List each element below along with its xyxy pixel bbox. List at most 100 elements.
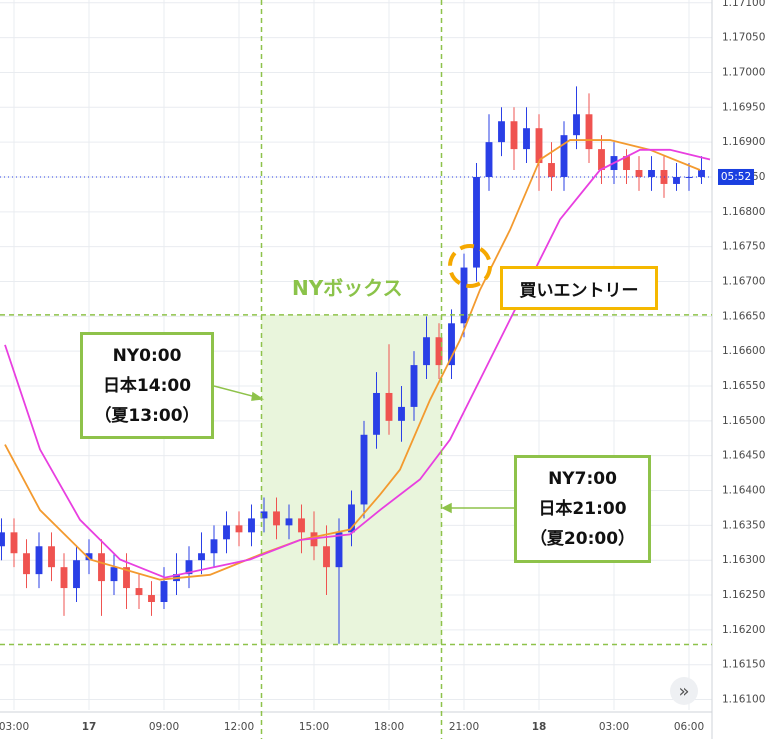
candle-body (423, 337, 430, 366)
candle-body (160, 581, 168, 603)
y-tick-label: 1.16100 (722, 694, 765, 706)
start-note: NY0:00 日本14:00 （夏13:00） (80, 332, 214, 439)
candle-body (335, 532, 343, 568)
scroll-button[interactable]: » (670, 677, 698, 705)
x-tick-label: 03:00 (599, 721, 629, 733)
candle-body (635, 170, 643, 177)
y-tick-label: 1.16250 (722, 589, 765, 601)
note-line: NY0:00 (112, 345, 182, 366)
y-tick-label: 1.16650 (722, 310, 765, 322)
candle-body (260, 511, 268, 519)
candle-body (348, 504, 355, 533)
y-tick-label: 1.16400 (722, 485, 765, 497)
y-tick-label: 1.16900 (722, 136, 765, 148)
candle-body (185, 560, 193, 575)
candle-body (248, 518, 255, 533)
y-tick-label: 1.16500 (722, 415, 765, 427)
plot (0, 86, 711, 644)
y-tick-label: 1.17100 (722, 0, 765, 9)
candle-body (48, 546, 55, 568)
y-tick-label: 1.16800 (722, 206, 765, 218)
x-tick-label: 17 (82, 721, 97, 733)
x-tick-label: 03:00 (0, 721, 29, 733)
candle-body (373, 392, 380, 435)
candle-body (573, 114, 580, 136)
x-tick-label: 12:00 (224, 721, 254, 733)
candle-body (223, 525, 230, 540)
candle-body (23, 553, 30, 575)
note-line: NY7:00 (548, 469, 617, 489)
candle-body (598, 149, 605, 171)
y-tick-label: 1.16750 (722, 241, 765, 253)
x-tick-label: 18 (532, 721, 547, 733)
price-tag-label: 05:52 (721, 171, 751, 183)
grid (0, 0, 712, 710)
arrow-head (441, 502, 452, 514)
candle-body (448, 323, 455, 366)
arrows (213, 385, 514, 514)
candle-body (485, 142, 493, 177)
arrow (213, 385, 257, 398)
candle-body (498, 121, 505, 143)
x-tick-label: 15:00 (299, 721, 329, 733)
note-line: （夏13:00） (94, 405, 200, 426)
y-tick-label: 1.17050 (722, 32, 765, 44)
candle-body (535, 128, 543, 164)
candle-body (460, 267, 468, 324)
x-tick-label: 18:00 (374, 721, 404, 733)
candle-body (298, 518, 305, 533)
y-tick-label: 1.16450 (722, 450, 765, 462)
note-line: （夏20:00） (529, 529, 636, 549)
candle-body (135, 588, 143, 596)
candle-body (623, 156, 630, 171)
y-tick-label: 1.16700 (722, 275, 765, 287)
price-tag (718, 168, 754, 185)
candle-body (323, 546, 330, 568)
candle-body (385, 392, 393, 421)
candle-body (273, 511, 280, 526)
entry-circle (448, 244, 492, 288)
y-tick-label: 1.16300 (722, 554, 765, 566)
candle-body (398, 406, 405, 421)
candle-body (585, 114, 593, 150)
candle-body (285, 518, 293, 526)
note-line: 日本14:00 (102, 375, 192, 396)
candle-body (360, 434, 368, 505)
candle-body (473, 176, 480, 268)
arrow-head (251, 391, 265, 401)
candle-body (210, 539, 218, 554)
candle-body (198, 553, 205, 561)
candle-body (523, 128, 530, 150)
candle-body (410, 365, 418, 407)
candle-body (435, 337, 443, 366)
note-line: 日本21:00 (538, 499, 627, 519)
candle-body (698, 170, 705, 177)
candle-body (85, 553, 93, 561)
moving-average (4, 148, 711, 579)
y-tick-label: 1.17000 (722, 66, 765, 78)
y-tick-label: 1.16600 (722, 345, 765, 357)
y-tick-label: 1.16350 (722, 519, 765, 531)
y-tick-label: 1.16950 (722, 101, 765, 113)
candle-body (510, 121, 518, 150)
y-tick-label: 1.16150 (722, 659, 765, 671)
candle-body (98, 553, 105, 582)
candle-body (548, 163, 555, 177)
candle-body (60, 567, 68, 589)
x-tick-label: 09:00 (149, 721, 179, 733)
candle-body (673, 176, 680, 184)
candle-body (148, 595, 155, 603)
end-note: NY7:00 日本21:00 （夏20:00） (514, 455, 651, 563)
candle-body (235, 525, 243, 533)
x-tick-label: 06:00 (674, 721, 704, 733)
entry-note: 買いエントリー (500, 266, 658, 310)
candle-body (560, 135, 568, 177)
candle-body (648, 170, 655, 177)
candle-body (10, 532, 18, 554)
candle-body (123, 567, 130, 589)
candle-body (110, 567, 118, 582)
candle-body (73, 560, 80, 589)
